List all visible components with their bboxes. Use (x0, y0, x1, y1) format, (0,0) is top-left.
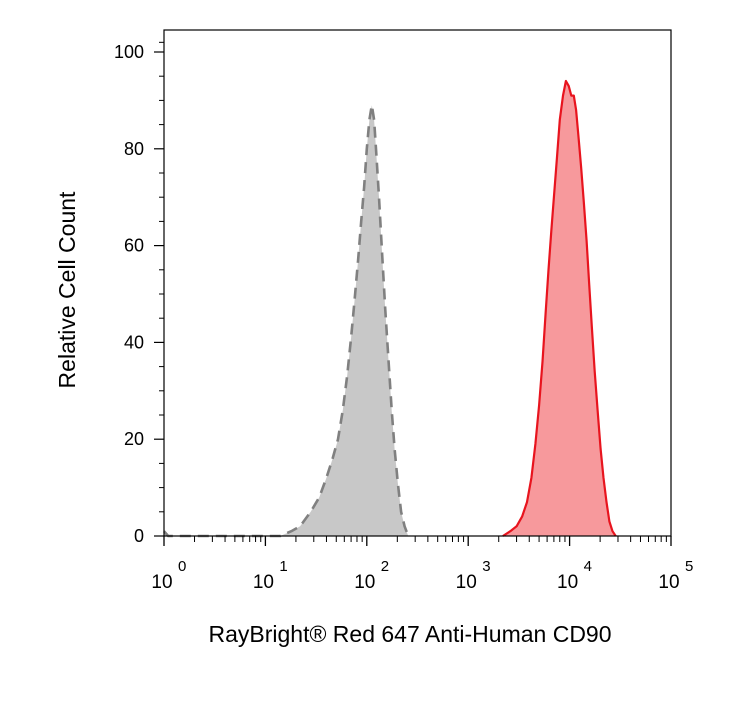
y-tick-label: 80 (124, 139, 144, 159)
series-1-area (502, 81, 616, 536)
y-axis-title: Relative Cell Count (54, 191, 80, 388)
x-tick-label-exponent: 0 (178, 558, 186, 575)
y-tick-label: 60 (124, 236, 144, 256)
series-1-outline (502, 79, 617, 537)
x-tick-label-exponent: 4 (584, 558, 592, 575)
y-tick-label: 40 (124, 332, 144, 352)
plot-frame (163, 29, 672, 537)
x-tick-label-base: 10 (253, 572, 274, 593)
series-layer (163, 79, 617, 538)
y-tick-label: 0 (134, 526, 144, 546)
y-tick-label: 20 (124, 429, 144, 449)
x-axis-title: RayBright® Red 647 Anti-Human CD90 (208, 621, 611, 647)
x-tick-label-exponent: 2 (381, 558, 389, 575)
x-tick-label-exponent: 5 (685, 558, 693, 575)
x-tick-label-base: 10 (557, 572, 578, 593)
x-tick-label-base: 10 (354, 572, 375, 593)
y-axis: 0 20 40 60 80 100 (114, 41, 164, 546)
x-tick-label-base: 10 (151, 572, 172, 593)
x-tick-label-exponent: 3 (482, 558, 490, 575)
x-tick-label-base: 10 (456, 572, 477, 593)
series-0-area (164, 105, 409, 536)
series-0-outline (163, 103, 410, 538)
x-axis: 10 0 10 1 10 2 10 3 10 4 10 5 (151, 536, 693, 593)
y-tick-label: 100 (114, 42, 144, 62)
x-tick-label-exponent: 1 (279, 558, 287, 575)
x-tick-label-base: 10 (658, 572, 679, 593)
